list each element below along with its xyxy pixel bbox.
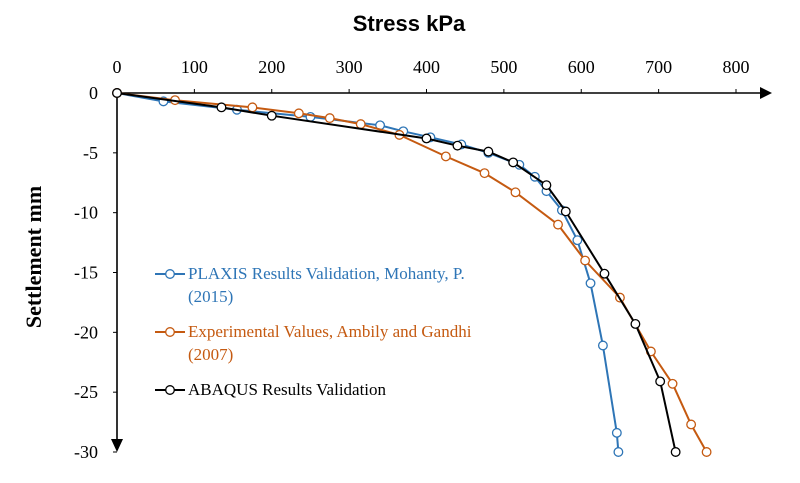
data-point [293, 108, 304, 119]
data-point [479, 168, 490, 179]
y-tick-label: -25 [74, 382, 98, 402]
data-point [686, 419, 697, 430]
data-point [597, 340, 608, 351]
series-2 [112, 88, 712, 457]
x-tick-label: 700 [645, 57, 672, 77]
data-point [440, 151, 451, 162]
data-point [216, 102, 227, 113]
x-tick-label: 800 [723, 57, 750, 77]
y-tick-label: -5 [83, 143, 98, 163]
chart-title: Stress kPa [353, 11, 466, 36]
series-layer [112, 88, 712, 457]
data-point [508, 157, 519, 168]
data-point [355, 119, 366, 130]
data-point [247, 102, 258, 113]
legend-item: ABAQUS Results Validation [155, 380, 387, 399]
data-point [266, 110, 277, 121]
series-3 [112, 88, 681, 457]
data-point [553, 219, 563, 230]
x-tick-label: 500 [490, 57, 517, 77]
legend-label: PLAXIS Results Validation, Mohanty, P. [188, 264, 465, 283]
data-point [630, 319, 641, 329]
data-point [510, 187, 521, 198]
data-point [599, 268, 610, 279]
data-point [655, 376, 666, 387]
data-point [701, 447, 712, 457]
data-point [421, 133, 432, 144]
x-tick-label: 0 [113, 57, 122, 77]
data-point [560, 206, 571, 217]
x-axis-arrowhead [760, 87, 772, 99]
y-tick-labels: 0 -5 -10 -15 -20 -25 -30 [74, 83, 117, 462]
data-point [324, 113, 335, 124]
y-tick-label: -15 [74, 263, 98, 283]
y-axis-arrowhead [111, 439, 123, 452]
data-point [452, 140, 463, 151]
legend-marker [165, 385, 175, 395]
legend-marker [165, 327, 175, 337]
legend-label: ABAQUS Results Validation [188, 380, 387, 399]
data-point [670, 447, 681, 457]
legend: PLAXIS Results Validation, Mohanty, P. (2… [155, 264, 472, 399]
x-tick-label: 300 [336, 57, 363, 77]
axes [111, 87, 772, 452]
x-tick-label: 400 [413, 57, 440, 77]
data-point [613, 447, 624, 457]
data-point [112, 88, 122, 98]
legend-item: Experimental Values, Ambily and Gandhi (2… [155, 322, 472, 364]
x-tick-label: 600 [568, 57, 595, 77]
legend-label: (2007) [188, 345, 233, 364]
y-tick-label: -30 [74, 442, 98, 462]
legend-item: PLAXIS Results Validation, Mohanty, P. (2… [155, 264, 465, 306]
data-point [572, 235, 583, 246]
y-tick-label: 0 [89, 83, 98, 103]
y-axis-label: Settlement mm [21, 186, 46, 328]
data-point [580, 255, 591, 266]
legend-marker [165, 269, 175, 279]
data-point [585, 278, 596, 289]
data-point [667, 378, 678, 389]
data-point [541, 180, 552, 191]
x-tick-label: 100 [181, 57, 208, 77]
legend-label: Experimental Values, Ambily and Gandhi [188, 322, 472, 341]
legend-label: (2015) [188, 287, 233, 306]
y-tick-label: -20 [74, 322, 98, 342]
y-tick-label: -10 [74, 203, 98, 223]
data-point [483, 146, 494, 157]
x-tick-labels: 0 100 200 300 400 500 600 700 800 [113, 57, 750, 93]
data-point [611, 427, 622, 438]
x-tick-label: 200 [258, 57, 285, 77]
